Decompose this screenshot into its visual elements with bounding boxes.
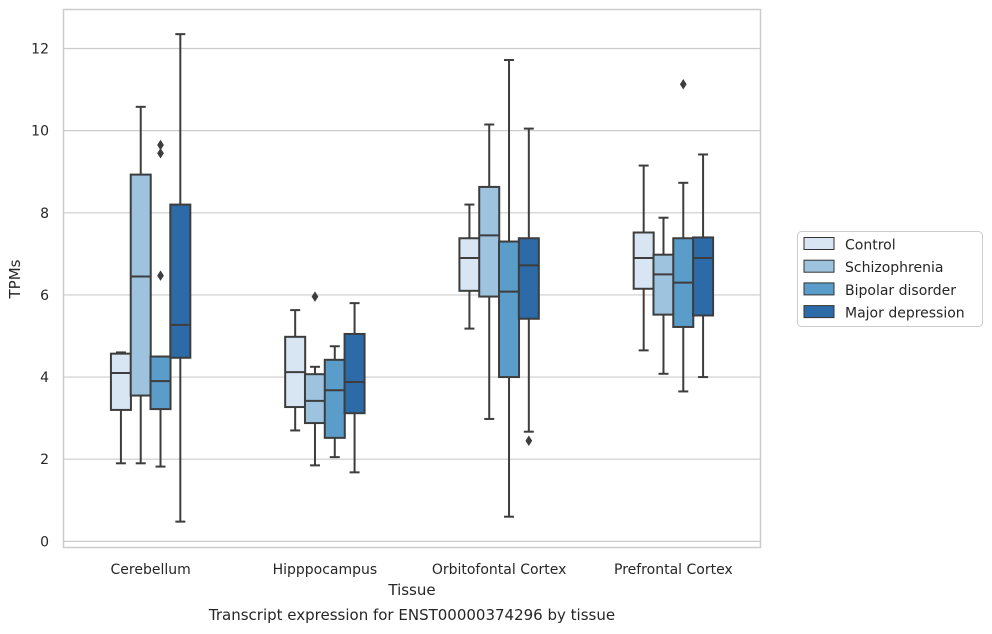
legend-swatch bbox=[803, 305, 835, 319]
box-body bbox=[632, 231, 655, 290]
y-tick-label: 8 bbox=[40, 206, 49, 222]
x-tick-label: Cerebellum bbox=[111, 562, 191, 578]
figure-caption: Transcript expression for ENST0000037429… bbox=[208, 606, 616, 624]
outlier-point bbox=[157, 270, 164, 281]
box-body bbox=[303, 373, 326, 425]
box-body bbox=[169, 203, 192, 359]
legend-label: Schizophrenia bbox=[845, 260, 943, 276]
box bbox=[149, 139, 172, 468]
box-body bbox=[109, 352, 132, 411]
box bbox=[458, 203, 481, 330]
box bbox=[478, 123, 501, 420]
box bbox=[343, 302, 366, 474]
outlier-point bbox=[157, 139, 164, 151]
y-tick-label: 2 bbox=[40, 452, 49, 468]
box bbox=[169, 33, 192, 523]
y-tick-labels: 0 2 4 6 8 10 12 bbox=[31, 42, 49, 551]
outlier-point bbox=[679, 78, 687, 90]
y-tick-label: 6 bbox=[40, 288, 49, 304]
legend: Control Schizophrenia Bipolar disorder Majo… bbox=[797, 231, 983, 327]
box bbox=[284, 309, 307, 432]
box bbox=[652, 216, 675, 375]
legend-swatch bbox=[803, 282, 835, 296]
box bbox=[109, 351, 132, 465]
outlier-point bbox=[157, 147, 164, 159]
box-groups bbox=[109, 33, 715, 523]
box-body bbox=[458, 237, 481, 292]
legend-label: Bipolar disorder bbox=[845, 283, 956, 299]
box-body bbox=[149, 355, 172, 411]
box bbox=[129, 105, 152, 465]
legend-swatch bbox=[803, 259, 835, 273]
y-tick-label: 10 bbox=[31, 124, 49, 140]
box-body bbox=[692, 236, 715, 317]
x-axis-title: Tissue bbox=[387, 581, 435, 599]
box-body bbox=[478, 185, 501, 298]
box-body bbox=[498, 240, 521, 379]
plot-frame bbox=[62, 8, 762, 549]
box-body bbox=[652, 253, 675, 316]
box bbox=[303, 291, 326, 467]
x-tick-label: Prefrontal Cortex bbox=[614, 562, 733, 578]
legend-frame bbox=[797, 231, 983, 327]
box bbox=[323, 345, 346, 459]
legend-swatch bbox=[803, 237, 835, 250]
x-tick-label: Hipppocampus bbox=[273, 562, 378, 578]
box-body bbox=[517, 237, 540, 320]
box bbox=[632, 164, 655, 352]
box bbox=[672, 78, 695, 393]
legend-label: Major depression bbox=[845, 306, 965, 322]
box bbox=[692, 153, 715, 379]
box bbox=[517, 127, 540, 446]
x-tick-label: Orbitofontal Cortex bbox=[432, 562, 567, 578]
box-body bbox=[129, 173, 152, 397]
legend-label: Control bbox=[845, 238, 896, 254]
box-body bbox=[323, 358, 346, 439]
y-tick-label: 12 bbox=[31, 42, 49, 58]
y-axis-title: TPMs bbox=[6, 259, 24, 299]
x-tick-labels: Cerebellum Hipppocampus Orbitofontal Corte… bbox=[111, 562, 733, 578]
box bbox=[498, 59, 521, 518]
y-tick-label: 0 bbox=[40, 534, 49, 550]
box-body bbox=[343, 332, 366, 415]
outlier-point bbox=[525, 435, 533, 446]
outlier-point bbox=[311, 291, 319, 302]
y-tick-label: 4 bbox=[40, 370, 49, 386]
